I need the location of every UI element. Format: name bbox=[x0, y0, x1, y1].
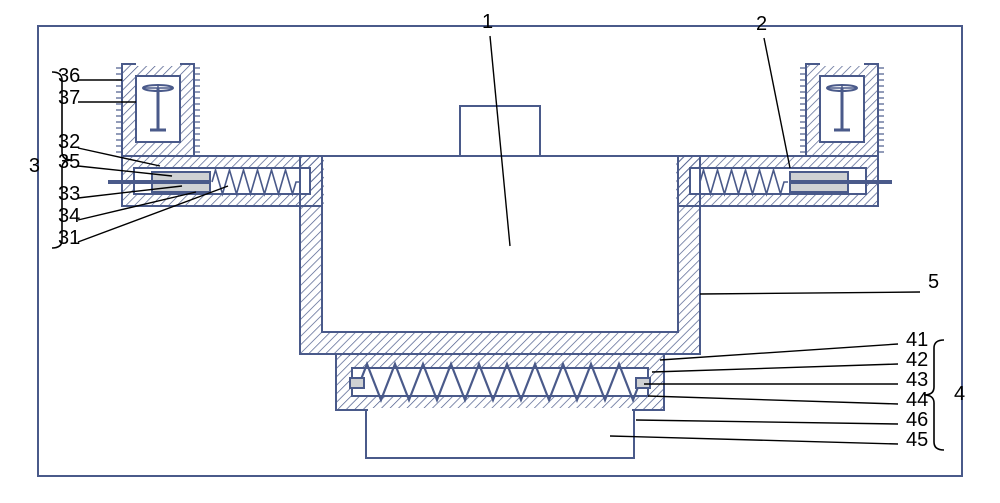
label-2: 2 bbox=[756, 13, 767, 35]
line bbox=[652, 364, 898, 372]
line bbox=[648, 396, 898, 404]
label-43: 43 bbox=[906, 369, 928, 391]
spring-end-l bbox=[350, 378, 364, 388]
body-cavity bbox=[322, 156, 678, 332]
foot bbox=[366, 410, 634, 458]
label-41: 41 bbox=[906, 329, 928, 351]
label-3: 3 bbox=[29, 155, 40, 177]
diagram-canvas: 1253637323533343141424344464534 bbox=[0, 0, 1000, 503]
label-5: 5 bbox=[928, 271, 939, 293]
label-42: 42 bbox=[906, 349, 928, 371]
line bbox=[610, 436, 898, 444]
label-46: 46 bbox=[906, 409, 928, 431]
line bbox=[700, 292, 920, 294]
label-1: 1 bbox=[482, 11, 493, 33]
label-45: 45 bbox=[906, 429, 928, 451]
label-44: 44 bbox=[906, 389, 928, 411]
line bbox=[764, 38, 790, 168]
neck bbox=[460, 106, 540, 156]
spring-end-r bbox=[636, 378, 650, 388]
label-4: 4 bbox=[954, 383, 965, 405]
line bbox=[636, 420, 898, 424]
shapes-layer bbox=[38, 26, 962, 476]
